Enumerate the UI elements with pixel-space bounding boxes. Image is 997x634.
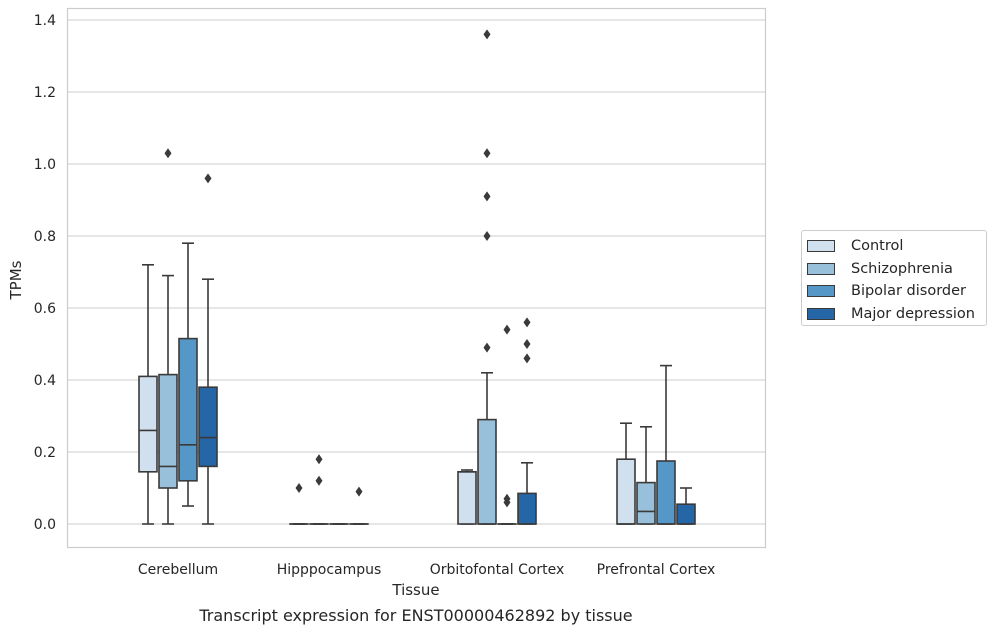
outlier-point	[503, 324, 511, 335]
legend-swatch	[807, 307, 835, 320]
outlier-point	[523, 317, 531, 328]
x-tick-labels: Cerebellum Hipppocampus Orbitofontal Corte…	[138, 562, 715, 578]
plot-frame	[66, 7, 767, 549]
legend-label: Major depression	[851, 305, 975, 322]
outlier-point	[483, 29, 491, 40]
legend-item-major-depression: Major depression	[807, 303, 986, 326]
outlier-point	[295, 483, 303, 493]
box	[158, 373, 178, 489]
y-tick-labels: 0.0 0.2 0.4 0.6 0.8 1.0 1.2 1.4	[34, 13, 56, 533]
outlier-point	[483, 231, 491, 241]
legend-label: Bipolar disorder	[851, 283, 966, 300]
legend-swatch	[807, 240, 835, 253]
legend-swatch	[807, 285, 835, 298]
legend: Control Schizophrenia Bipolar disorder M…	[801, 230, 987, 326]
y-tick-label: 0.6	[34, 301, 56, 317]
legend-item-bipolar-disorder: Bipolar disorder	[807, 280, 986, 303]
box	[676, 503, 696, 525]
y-tick-label: 0.0	[34, 517, 56, 533]
box	[616, 458, 636, 525]
x-tick-label: Prefrontal Cortex	[597, 562, 716, 578]
legend-label: Schizophrenia	[851, 260, 953, 277]
box-marks	[138, 29, 696, 525]
outlier-point	[483, 342, 491, 353]
outlier-point	[315, 475, 323, 486]
outlier-point	[523, 339, 531, 349]
box	[517, 492, 537, 525]
chart-caption: Transcript expression for ENST0000046289…	[199, 606, 633, 625]
x-tick-label: Orbitofontal Cortex	[430, 562, 565, 578]
box	[477, 418, 497, 525]
y-axis-label: TPMs	[7, 260, 25, 300]
outlier-point	[483, 148, 491, 159]
box	[656, 460, 676, 525]
x-tick-label: Hipppocampus	[277, 562, 382, 578]
box	[457, 470, 477, 525]
outlier-point	[204, 173, 212, 184]
box	[198, 386, 218, 468]
x-tick-label: Cerebellum	[138, 562, 218, 578]
legend-item-schizophrenia: Schizophrenia	[807, 258, 986, 281]
outlier-point	[355, 486, 363, 497]
y-tick-label: 1.0	[34, 157, 56, 173]
y-tick-label: 1.4	[34, 13, 56, 29]
outlier-point	[315, 454, 323, 465]
outlier-point	[164, 148, 172, 159]
outlier-point	[523, 353, 531, 364]
x-axis-label: Tissue	[391, 581, 439, 599]
box	[138, 375, 158, 473]
y-tick-label: 0.4	[34, 373, 56, 389]
box	[636, 481, 656, 525]
legend-item-control: Control	[807, 235, 986, 258]
box	[178, 337, 198, 482]
legend-label: Control	[851, 238, 904, 255]
y-tick-label: 1.2	[34, 85, 56, 101]
y-tick-label: 0.8	[34, 229, 56, 245]
legend-swatch	[807, 262, 835, 275]
outlier-point	[503, 493, 511, 504]
y-tick-label: 0.2	[34, 445, 56, 461]
outlier-point	[483, 191, 491, 202]
